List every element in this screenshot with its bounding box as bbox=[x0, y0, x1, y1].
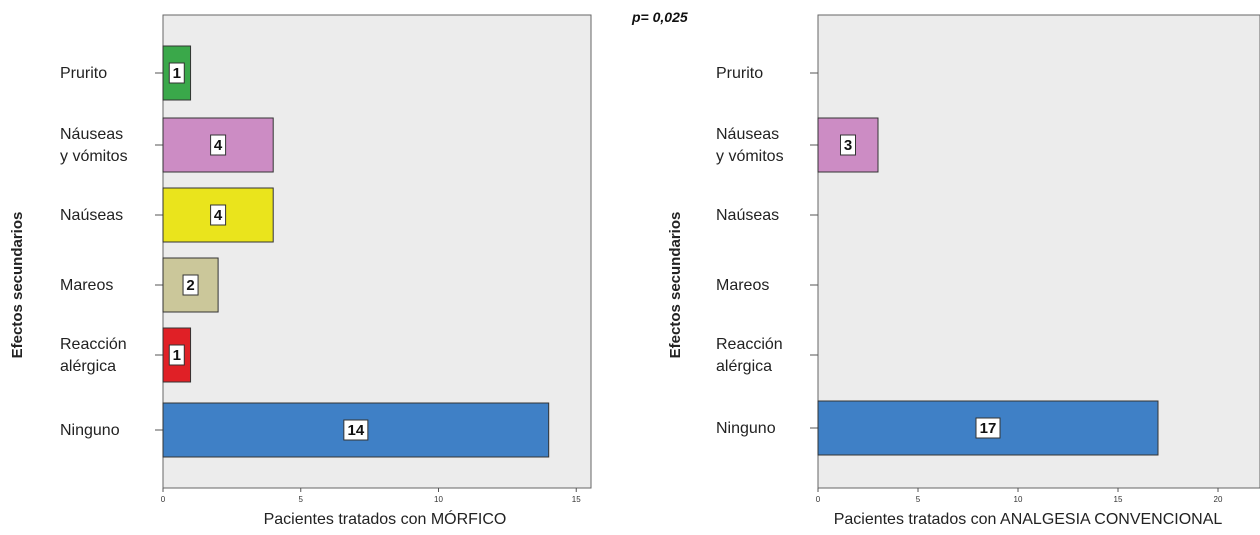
x-tick-label: 0 bbox=[816, 495, 821, 504]
data-label-box bbox=[210, 134, 227, 156]
x-tick-label: 0 bbox=[161, 495, 166, 504]
x-tick-label: 10 bbox=[1014, 495, 1023, 504]
category-label: Náuseas bbox=[60, 126, 123, 143]
x-axis-title: Pacientes tratados con MÓRFICO bbox=[264, 509, 507, 528]
data-label: 14 bbox=[348, 422, 365, 439]
category-label: Prurito bbox=[716, 65, 763, 82]
category-label: Náuseas bbox=[716, 126, 779, 143]
data-label-box bbox=[975, 417, 1001, 439]
category-label: Mareos bbox=[716, 277, 769, 294]
data-label: 3 bbox=[844, 137, 852, 154]
chart-panel-2: 0 5 10 15 20 Efectos secundarios Pacientes tra… bbox=[667, 14, 1260, 528]
category-label: Naúseas bbox=[716, 207, 779, 224]
x-tick-label: 5 bbox=[916, 495, 921, 504]
category-label: Reacción bbox=[60, 336, 127, 353]
data-label: 2 bbox=[186, 277, 194, 294]
data-label: 4 bbox=[214, 207, 223, 224]
data-label-box bbox=[343, 419, 369, 441]
category-label: Ninguno bbox=[716, 420, 776, 437]
data-label-box bbox=[168, 62, 185, 84]
x-axis-title: Pacientes tratados con ANALGESIA CONVENC… bbox=[834, 511, 1223, 528]
data-label: 1 bbox=[173, 347, 181, 364]
x-tick-label: 20 bbox=[1214, 495, 1223, 504]
category-label: alérgica bbox=[716, 358, 772, 375]
category-label: Prurito bbox=[60, 65, 107, 82]
category-label: alérgica bbox=[60, 358, 116, 375]
category-label: Mareos bbox=[60, 277, 113, 294]
data-label: 4 bbox=[214, 137, 223, 154]
chart-panel-1: 0 5 10 15 Efectos secundarios Pacientes trata… bbox=[9, 14, 592, 528]
p-value-annotation: p= 0,025 bbox=[631, 9, 688, 25]
bar bbox=[162, 45, 192, 101]
x-tick-label: 15 bbox=[1114, 495, 1123, 504]
bar bbox=[162, 327, 192, 383]
data-label-box bbox=[210, 204, 227, 226]
category-label: y vómitos bbox=[60, 148, 128, 165]
data-label-box bbox=[840, 134, 856, 156]
y-axis-title: Efectos secundarios bbox=[9, 212, 26, 359]
data-label: 1 bbox=[173, 65, 181, 82]
category-label: y vómitos bbox=[716, 148, 784, 165]
category-label: Reacción bbox=[716, 336, 783, 353]
x-tick-label: 5 bbox=[299, 495, 304, 504]
category-label: Naúseas bbox=[60, 207, 123, 224]
y-axis-title: Efectos secundarios bbox=[667, 212, 684, 359]
x-tick-label: 10 bbox=[434, 495, 443, 504]
data-label-box bbox=[182, 274, 199, 296]
data-label-box bbox=[168, 344, 185, 366]
data-label: 17 bbox=[980, 420, 997, 437]
category-label: Ninguno bbox=[60, 422, 120, 439]
x-tick-label: 15 bbox=[572, 495, 581, 504]
